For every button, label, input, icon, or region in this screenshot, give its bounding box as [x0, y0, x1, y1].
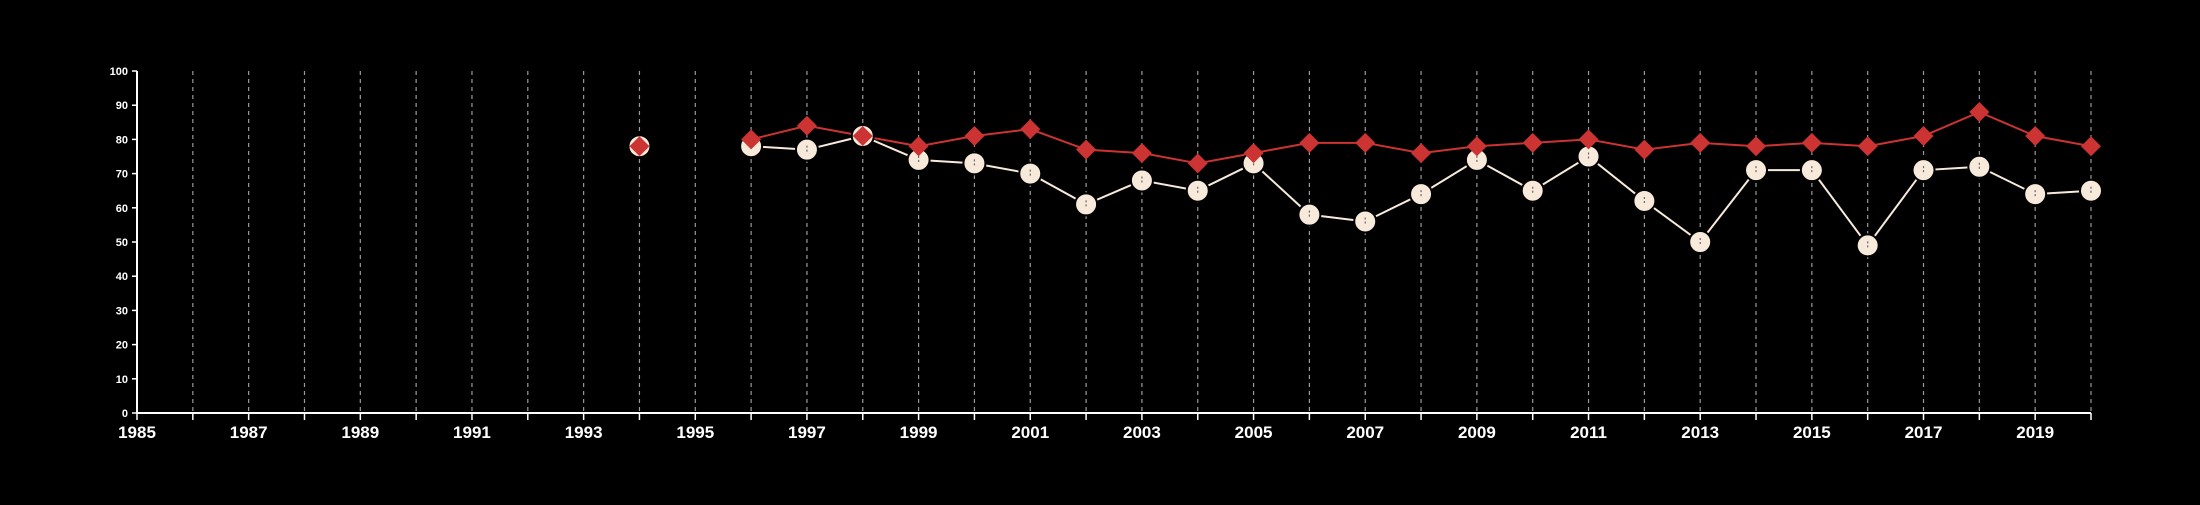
y-tick-label: 100 — [110, 66, 128, 78]
x-tick-label: 1989 — [341, 423, 379, 442]
x-tick-label: 1985 — [118, 423, 156, 442]
series-2-point — [908, 136, 929, 157]
gridlines — [192, 71, 2092, 413]
series-2-point — [1634, 139, 1655, 160]
y-tick-label: 60 — [116, 203, 128, 215]
series-2-point — [1243, 143, 1264, 164]
series-2-point — [629, 136, 650, 157]
series-1-point — [1855, 233, 1880, 258]
series-2-point — [852, 125, 873, 146]
series-2-point — [1076, 139, 1097, 160]
x-tick-label: 2011 — [1570, 423, 1607, 442]
x-tick-label: 1995 — [676, 423, 714, 442]
series-2-point — [1187, 153, 1208, 174]
x-tick-label: 2007 — [1346, 423, 1384, 442]
series-2-point — [1020, 119, 1041, 140]
series-2-point — [1466, 136, 1487, 157]
x-tick-label: 1993 — [565, 423, 603, 442]
y-tick-label: 10 — [116, 374, 128, 386]
x-tick-label: 1987 — [230, 423, 268, 442]
x-tick-label: 2001 — [1011, 423, 1049, 442]
x-tick-label: 1999 — [900, 423, 938, 442]
y-tick-label: 40 — [116, 271, 128, 283]
series-2-point — [2081, 136, 2101, 157]
series-2-point — [1355, 132, 1376, 153]
y-tick-label: 80 — [116, 134, 128, 146]
y-tick-label: 50 — [116, 237, 128, 249]
series-2-point — [741, 129, 762, 150]
series-2-point — [1969, 102, 1990, 123]
series-2-point — [1690, 132, 1711, 153]
y-tick-label: 0 — [122, 408, 128, 420]
x-tick-label: 2003 — [1123, 423, 1161, 442]
x-tick-label: 2009 — [1458, 423, 1496, 442]
series-2-point — [2025, 125, 2046, 146]
x-tick-label: 2015 — [1793, 423, 1831, 442]
series-2-point — [1857, 136, 1878, 157]
axes: 0 10 20 30 40 50 60 70 80 90 100 1985 1987 1989 1991 19… — [110, 66, 2092, 442]
y-tick-label: 20 — [116, 340, 128, 352]
x-tick-label: 2017 — [1905, 423, 1943, 442]
x-tick-label: 1997 — [788, 423, 826, 442]
series-2-point — [1746, 136, 1767, 157]
series-2-point — [1131, 143, 1152, 164]
series-2-point — [796, 115, 817, 136]
series-2-point — [1411, 143, 1432, 164]
series-2-point — [1913, 125, 1934, 146]
y-tick-label: 30 — [116, 305, 128, 317]
markers — [627, 102, 2103, 258]
series-2-point — [1578, 129, 1599, 150]
x-tick-label: 2013 — [1681, 423, 1719, 442]
x-tick-label: 2019 — [2016, 423, 2054, 442]
series-2-point — [1522, 132, 1543, 153]
x-tick-label: 2005 — [1235, 423, 1273, 442]
y-tick-label: 70 — [116, 169, 128, 181]
series-2-point — [964, 125, 985, 146]
series-2-point — [1801, 132, 1822, 153]
x-tick-label: 1991 — [453, 423, 491, 442]
series-2-point — [1299, 132, 1320, 153]
y-tick-label: 90 — [116, 100, 128, 112]
